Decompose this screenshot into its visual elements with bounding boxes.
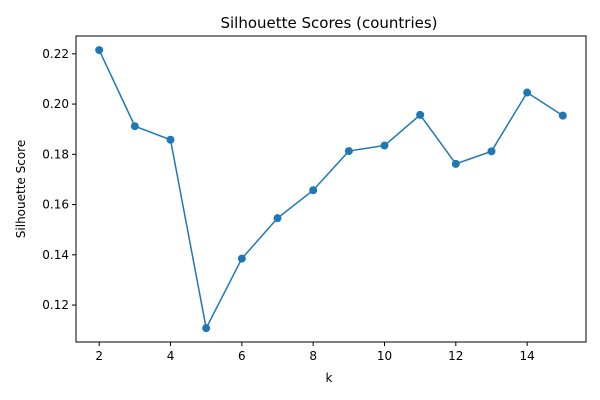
y-tick-label: 0.14 [42, 248, 69, 262]
data-point [309, 186, 318, 195]
x-tick-label: 8 [309, 349, 317, 363]
x-tick-label: 4 [167, 349, 175, 363]
plot-area [95, 46, 567, 333]
data-point [202, 324, 211, 333]
data-point [523, 88, 532, 97]
data-point [416, 110, 425, 119]
y-tick-label: 0.12 [42, 298, 69, 312]
chart-title: Silhouette Scores (countries) [220, 14, 437, 32]
y-tick-label: 0.16 [42, 198, 69, 212]
x-tick-label: 6 [238, 349, 246, 363]
data-point [273, 214, 282, 223]
x-tick-label: 10 [377, 349, 392, 363]
data-point [344, 147, 353, 156]
series-line [98, 49, 564, 331]
x-axis: 2 4 6 8 10 12 14 [95, 342, 535, 363]
y-axis: 0.12 0.14 0.16 0.18 0.20 0.22 [42, 47, 76, 312]
data-point [487, 147, 496, 156]
data-point [166, 135, 175, 144]
data-point [237, 254, 246, 263]
x-axis-label: k [326, 371, 333, 385]
y-tick-label: 0.22 [42, 47, 69, 61]
y-tick-label: 0.20 [42, 97, 69, 111]
data-point [451, 159, 460, 168]
x-tick-label: 12 [448, 349, 463, 363]
y-axis-label: Silhouette Score [14, 140, 28, 238]
x-tick-label: 2 [95, 349, 103, 363]
x-tick-label: 14 [520, 349, 535, 363]
y-tick-label: 0.18 [42, 147, 69, 161]
data-point [95, 46, 104, 55]
plot-frame [75, 35, 587, 343]
data-point [130, 122, 139, 131]
data-point [558, 111, 567, 120]
data-point [380, 141, 389, 150]
